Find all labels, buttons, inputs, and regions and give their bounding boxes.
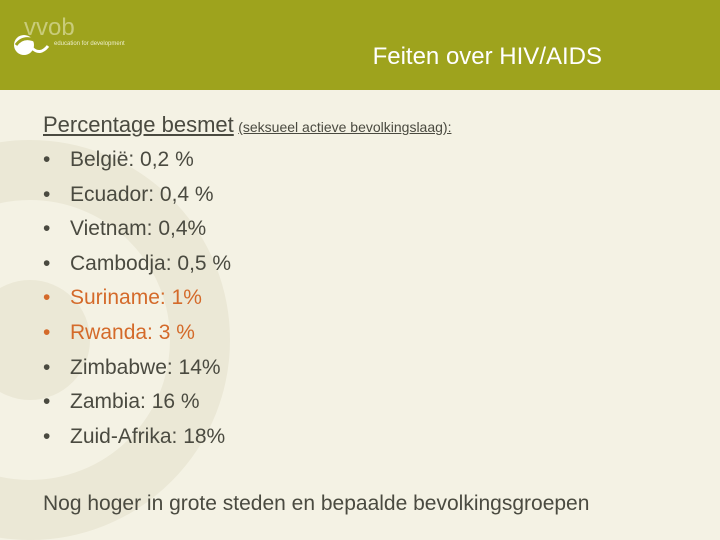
bullet: • xyxy=(43,320,51,344)
footer-note: Nog hoger in grote steden en bepaalde be… xyxy=(43,492,590,515)
list-item-label: Zimbabwe: 14% xyxy=(70,355,221,379)
list-item-label: Suriname: 1% xyxy=(70,286,202,310)
list-item: • België: 0,2 % xyxy=(43,148,231,183)
bullet: • xyxy=(43,251,51,275)
list-item-label: Ecuador: 0,4 % xyxy=(70,182,214,206)
list-item-label: Zambia: 16 % xyxy=(70,390,200,414)
list-item-label: België: 0,2 % xyxy=(70,148,194,171)
list-item-label: Zuid-Afrika: 18% xyxy=(70,424,226,448)
list-item: • Zimbabwe: 14% xyxy=(43,356,231,391)
logo-tagline: education for development xyxy=(54,41,125,47)
section-subtitle: Percentage besmet (seksueel actieve bevo… xyxy=(43,112,451,138)
subtitle-note: (seksueel actieve bevolkingslaag): xyxy=(238,119,452,135)
list-item: • Zuid-Afrika: 18% xyxy=(43,425,231,460)
slide-title: Feiten over HIV/AIDS xyxy=(372,43,602,70)
list-item: • Cambodja: 0,5 % xyxy=(43,252,231,287)
bullet: • xyxy=(43,286,51,310)
subtitle-main: Percentage besmet xyxy=(43,112,234,137)
bullet: • xyxy=(43,424,51,448)
country-list: • België: 0,2 % • Ecuador: 0,4 % • Vietnam:… xyxy=(43,148,231,459)
list-item-label: Vietnam: 0,4% xyxy=(70,217,207,241)
list-item: • Rwanda: 3 % xyxy=(43,321,231,356)
list-item: • Suriname: 1% xyxy=(43,286,231,321)
vvob-logo: vvob education for development xyxy=(10,14,150,68)
list-item: • Zambia: 16 % xyxy=(43,390,231,425)
background-watermark-icon xyxy=(0,140,230,540)
list-item: • Vietnam: 0,4% xyxy=(43,217,231,252)
list-item: • Ecuador: 0,4 % xyxy=(43,183,231,218)
list-item-label: Cambodja: 0,5 % xyxy=(70,251,232,275)
bullet: • xyxy=(43,355,51,379)
logo-mark-icon xyxy=(14,35,50,55)
header-banner: vvob education for development Feiten ov… xyxy=(0,0,720,90)
list-item-label: Rwanda: 3 % xyxy=(70,320,195,344)
bullet: • xyxy=(43,148,51,171)
bullet: • xyxy=(43,217,51,241)
bullet: • xyxy=(43,390,51,414)
bullet: • xyxy=(43,182,51,206)
logo-wordmark: vvob xyxy=(24,14,75,41)
